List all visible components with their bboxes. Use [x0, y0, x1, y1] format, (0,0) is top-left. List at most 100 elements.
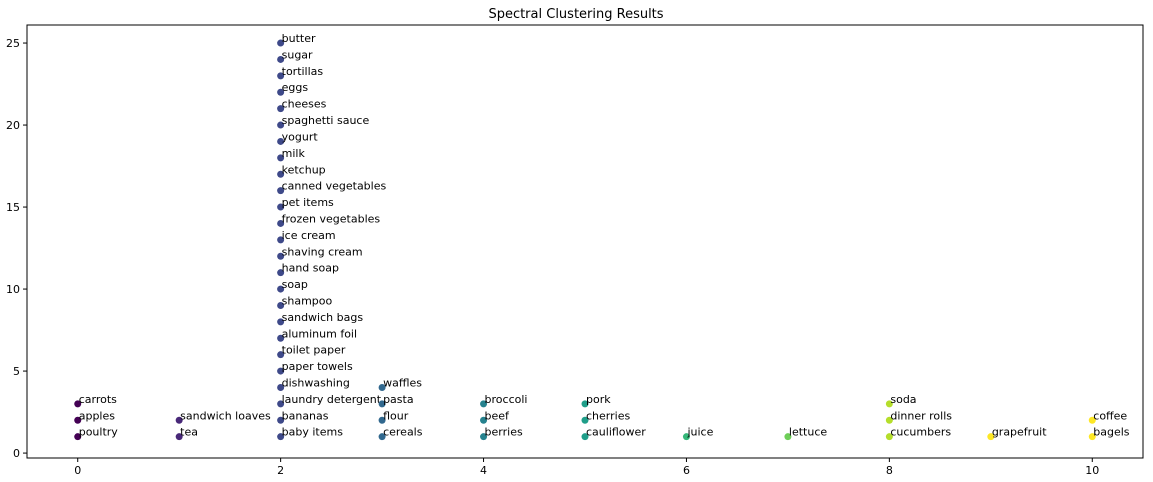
point-label: pork [586, 393, 611, 406]
point-label: dinner rolls [890, 409, 952, 422]
data-point [277, 416, 285, 424]
point-label: milk [282, 147, 306, 160]
x-tick-label: 8 [886, 464, 893, 477]
point-label: juice [686, 426, 713, 439]
point-label: dishwashing [282, 376, 350, 389]
x-tick-label: 4 [480, 464, 487, 477]
point-label: grapefruit [992, 426, 1047, 439]
data-point [277, 170, 285, 178]
point-label: eggs [282, 81, 309, 94]
data-point [480, 433, 488, 441]
data-point [74, 400, 82, 408]
data-point [277, 285, 285, 293]
y-tick-label: 10 [6, 283, 20, 296]
data-point [175, 416, 183, 424]
data-point [885, 416, 893, 424]
data-point [885, 400, 893, 408]
data-point [581, 400, 589, 408]
data-point [277, 301, 285, 309]
data-point [277, 137, 285, 145]
point-label: sugar [282, 48, 313, 61]
data-point [277, 39, 285, 47]
point-label: aluminum foil [282, 327, 357, 340]
data-point [480, 400, 488, 408]
point-label: baby items [282, 426, 344, 439]
point-label: ice cream [282, 229, 336, 242]
y-tick-label: 0 [13, 447, 20, 460]
point-label: carrots [79, 393, 117, 406]
data-point [480, 416, 488, 424]
data-point [277, 72, 285, 80]
data-point [277, 105, 285, 113]
point-label: beef [485, 409, 511, 422]
data-point [277, 236, 285, 244]
point-label: butter [282, 32, 316, 45]
data-point [378, 416, 386, 424]
point-label: coffee [1093, 409, 1127, 422]
data-point [277, 121, 285, 129]
x-tick-label: 6 [683, 464, 690, 477]
point-label: tea [180, 426, 198, 439]
point-label: soap [282, 278, 308, 291]
point-label: poultry [79, 426, 119, 439]
point-label: waffles [383, 376, 422, 389]
data-point [784, 433, 792, 441]
point-label: spaghetti sauce [282, 114, 370, 127]
data-point [277, 334, 285, 342]
data-point [277, 252, 285, 260]
chart-title: Spectral Clustering Results [488, 7, 663, 22]
data-point [277, 187, 285, 195]
point-label: apples [79, 409, 116, 422]
data-point [277, 203, 285, 211]
point-label: flour [383, 409, 409, 422]
y-tick-label: 15 [6, 201, 20, 214]
data-point [277, 433, 285, 441]
point-label: shaving cream [282, 245, 363, 258]
point-label: hand soap [282, 262, 339, 275]
data-point [74, 416, 82, 424]
data-point [1088, 433, 1096, 441]
point-label: soda [890, 393, 916, 406]
point-label: lettuce [789, 426, 827, 439]
point-label: yogurt [282, 130, 319, 143]
point-label: paper towels [282, 360, 353, 373]
data-point [885, 433, 893, 441]
data-point [987, 433, 995, 441]
plot-border [26, 24, 1144, 459]
point-label: canned vegetables [282, 180, 387, 193]
data-point [277, 154, 285, 162]
data-point [581, 416, 589, 424]
data-point [1088, 416, 1096, 424]
data-point [277, 219, 285, 227]
point-label: cucumbers [890, 426, 951, 439]
point-label: ketchup [282, 163, 326, 176]
x-tick-label: 2 [277, 464, 284, 477]
point-label: broccoli [485, 393, 528, 406]
y-tick-label: 20 [6, 119, 20, 132]
point-label: pasta [383, 393, 414, 406]
y-tick-label: 5 [13, 365, 20, 378]
point-label: laundry detergent [282, 393, 382, 406]
data-point [277, 269, 285, 277]
x-tick-label: 0 [74, 464, 81, 477]
data-point [378, 383, 386, 391]
point-label: sandwich loaves [180, 409, 271, 422]
point-label: bananas [282, 409, 329, 422]
point-label: berries [485, 426, 523, 439]
data-points: poultry apples carrots tea sandwich loaves ba… [74, 32, 1130, 441]
data-point [581, 433, 589, 441]
point-label: cheeses [282, 98, 327, 111]
data-point [378, 400, 386, 408]
data-point [277, 400, 285, 408]
data-point [175, 433, 183, 441]
data-point [277, 318, 285, 326]
point-label: cauliflower [586, 426, 646, 439]
data-point [277, 367, 285, 375]
data-point [277, 383, 285, 391]
point-label: cereals [383, 426, 423, 439]
data-point [74, 433, 82, 441]
data-point [682, 433, 690, 441]
point-label: frozen vegetables [282, 212, 381, 225]
data-point [277, 351, 285, 359]
